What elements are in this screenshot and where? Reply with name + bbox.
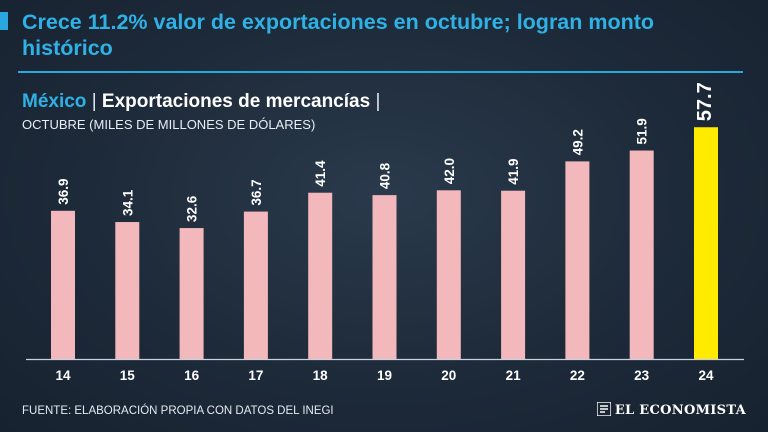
data-label-16: 32.6	[185, 195, 200, 222]
data-label-19: 40.8	[378, 162, 393, 189]
title-accent-bar	[0, 12, 8, 30]
x-tick-label-21: 21	[506, 368, 522, 383]
bar-19	[372, 195, 397, 359]
data-label-14: 36.9	[56, 179, 71, 205]
bar-21	[501, 190, 526, 359]
bar-24	[694, 127, 718, 359]
bar-18	[308, 192, 333, 359]
chart-subtitle: México | Exportaciones de mercancías |	[22, 91, 380, 113]
subtitle-separator-end: |	[375, 91, 381, 112]
logo-text: EL ECONOMISTA	[614, 403, 746, 418]
bar-17	[243, 211, 268, 359]
series-title: Exportaciones de mercancías	[101, 91, 371, 112]
bar-23	[629, 150, 654, 359]
data-label-17: 36.7	[249, 179, 264, 205]
source-note: FUENTE: ELABORACIÓN PROPIA CON DATOS DEL…	[22, 405, 334, 417]
brand-logo: EL ECONOMISTA	[596, 402, 746, 418]
x-tick-label-17: 17	[248, 368, 263, 383]
units-label: OCTUBRE (MILES DE MILLONES DE DÓLARES)	[22, 117, 316, 132]
data-label-20: 42.0	[442, 158, 457, 184]
x-tick-label-15: 15	[120, 368, 136, 383]
subtitle-separator: |	[91, 91, 97, 112]
bar-15	[115, 222, 140, 359]
bar-14	[51, 210, 75, 359]
data-label-18: 41.4	[313, 160, 328, 187]
title-divider	[18, 71, 743, 73]
country-label: México	[22, 91, 87, 112]
x-tick-label-24: 24	[698, 368, 714, 383]
x-tick-label-22: 22	[570, 368, 585, 383]
page-title: Crece 11.2% valor de exportaciones en oc…	[22, 10, 655, 60]
bar-22	[565, 161, 590, 359]
data-label-23: 51.9	[635, 118, 650, 144]
x-tick-label-19: 19	[377, 368, 392, 383]
x-tick-label-18: 18	[313, 368, 329, 383]
x-tick-label-14: 14	[55, 368, 71, 383]
bar-20	[436, 190, 461, 359]
data-label-24: 57.7	[694, 82, 716, 121]
x-tick-label-16: 16	[184, 368, 200, 383]
data-label-22: 49.2	[570, 129, 585, 155]
data-label-15: 34.1	[120, 189, 135, 216]
bar-16	[179, 228, 204, 359]
x-tick-label-23: 23	[634, 368, 650, 383]
data-label-21: 41.9	[506, 158, 521, 184]
x-tick-label-20: 20	[441, 368, 456, 383]
logo-mark-icon	[596, 402, 611, 416]
